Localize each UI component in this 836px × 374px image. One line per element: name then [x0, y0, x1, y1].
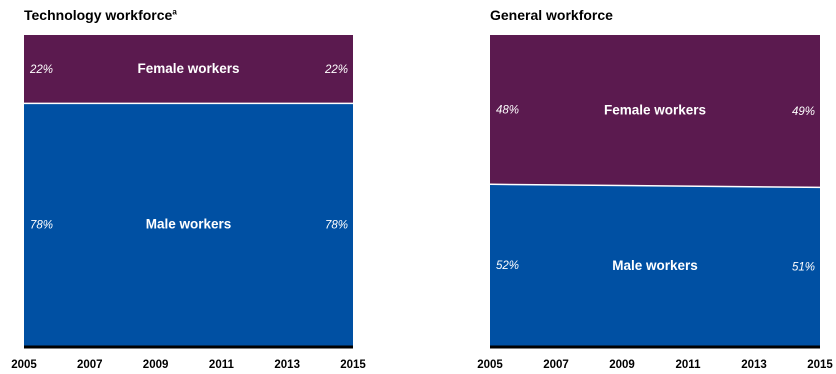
x-tick-label: 2007 — [543, 359, 569, 371]
area-male-workers — [24, 103, 353, 346]
data-label-female-end: 49% — [792, 106, 815, 118]
data-label-male-start: 78% — [30, 220, 53, 232]
data-label-female-start: 22% — [29, 64, 53, 76]
data-label-female-end: 22% — [324, 64, 348, 76]
chart-title: General workforce — [490, 7, 613, 23]
area-male-workers — [490, 184, 820, 346]
chart-title-text: General workforce — [490, 7, 613, 23]
series-divider-line — [489, 183, 821, 189]
x-tick-label: 2011 — [676, 359, 702, 371]
chart-title: Technology workforcea — [24, 7, 177, 23]
x-tick-label: 2007 — [77, 359, 103, 371]
series-label-female: Female workers — [137, 61, 239, 76]
series-label-female: Female workers — [604, 102, 706, 117]
x-tick-label: 2013 — [741, 359, 767, 371]
data-label-male-end: 51% — [792, 262, 815, 274]
data-label-female-start: 48% — [496, 105, 519, 117]
x-tick-label: 2009 — [143, 359, 169, 371]
area-chart-general: 2005 2007 2009 2011 2013 2015 Male workers 52% 5… — [477, 35, 833, 371]
chart-title-text: Technology workforce — [24, 7, 173, 23]
series-label-male: Male workers — [146, 217, 232, 232]
x-tick-label: 2005 — [477, 359, 503, 371]
x-tick-label: 2009 — [609, 359, 635, 371]
x-tick-label: 2015 — [807, 359, 833, 371]
title-footnote-marker: a — [172, 7, 177, 17]
x-tick-label: 2011 — [209, 359, 235, 371]
x-tick-label: 2013 — [274, 359, 300, 371]
area-female-workers — [490, 35, 820, 188]
data-label-male-start: 52% — [496, 260, 519, 272]
x-tick-label: 2005 — [11, 359, 37, 371]
area-female-workers — [24, 35, 353, 104]
area-chart-technology: 2005 2007 2009 2011 2013 2015 Male workers 78% 7… — [11, 35, 366, 371]
chart-panel-general: General workforce 2005 2007 2009 2011 2013 20… — [470, 0, 836, 374]
series-label-male: Male workers — [612, 258, 698, 273]
data-label-male-end: 78% — [325, 220, 348, 232]
chart-panel-technology: Technology workforcea 2005 2007 2009 2011 20… — [0, 0, 380, 374]
x-tick-label: 2015 — [340, 359, 366, 371]
